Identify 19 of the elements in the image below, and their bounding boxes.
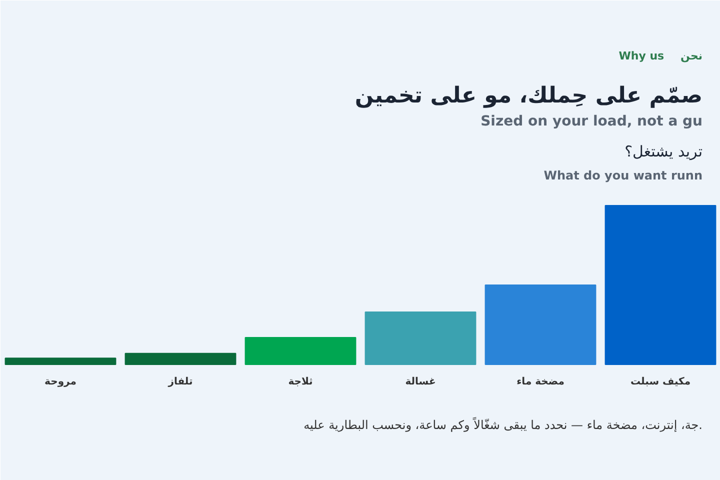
bar (604, 205, 716, 365)
bar (244, 336, 356, 365)
x-tick-label: مضخة ماء (516, 376, 564, 388)
x-tick-label: مروحة (44, 376, 76, 388)
text: What do you want runn (544, 168, 703, 182)
bar (4, 358, 116, 365)
x-tick-label: ثلاجة (288, 376, 314, 388)
bar (484, 284, 596, 365)
text: نحن (680, 50, 703, 63)
bar (124, 352, 236, 365)
text: جة، إنترنت، مضخة ماء — نحدد ما يبقى شغّالاً وكم ساعة، ونحسب البطارية عليه. (304, 417, 703, 432)
chart-title: صمّم على حِملك، مو على تخمين (354, 83, 703, 108)
text: Why us (618, 50, 665, 63)
chart-subtitle: Sized on your load, not a gu (480, 113, 703, 130)
bar (364, 312, 476, 365)
x-tick-label: مكيف سبلت (630, 376, 691, 388)
x-tick-label: تلفاز (167, 376, 194, 388)
x-tick-label: غسالة (405, 376, 436, 388)
text: تريد يشتغل؟ (624, 142, 703, 160)
